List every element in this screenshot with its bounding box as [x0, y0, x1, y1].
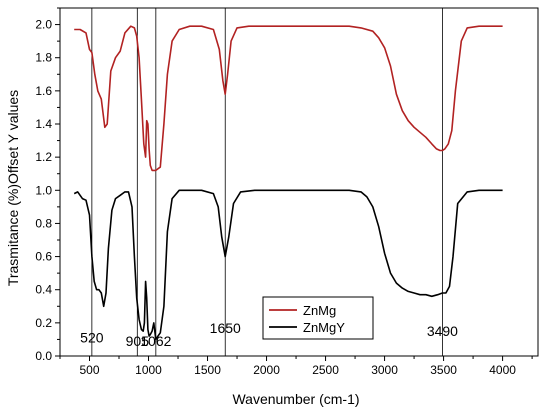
series-line-znmgy [73, 189, 503, 341]
legend-box [262, 296, 374, 340]
peak-annotation: 1062 [140, 333, 171, 349]
y-tick-label: 2.0 [35, 18, 52, 32]
y-axis-label: Trasmitance (%)Offset Y values [5, 90, 21, 286]
series-line-znmg [74, 25, 503, 172]
chart-marks: 500 1000 1500 2000 2500 3000 3500 4000 0.0 0.2 0.4… [35, 7, 539, 377]
x-tick-label: 1000 [135, 363, 162, 377]
plot-frame [59, 7, 539, 357]
y-tick-label: 0.0 [35, 349, 52, 363]
y-tick-label: 0.4 [35, 283, 52, 297]
peak-annotation: 905 [126, 333, 150, 349]
peak-annotation: 520 [80, 330, 104, 346]
y-tick-label: 1.4 [35, 117, 52, 131]
x-tick-label: 2000 [253, 363, 280, 377]
y-tick-label: 1.8 [35, 51, 52, 65]
x-tick-label: 4000 [489, 363, 516, 377]
x-tick-label: 1500 [194, 363, 221, 377]
y-tick-label: 0.8 [35, 216, 52, 230]
x-tick-label: 2500 [312, 363, 339, 377]
x-axis-label: Wavenumber (cm-1) [232, 391, 359, 407]
y-tick-label: 0.6 [35, 250, 52, 264]
x-tick-label: 3500 [430, 363, 457, 377]
peak-annotation: 3490 [427, 323, 458, 339]
peak-annotation: 1650 [210, 320, 241, 336]
legend-label: ZnMgY [303, 320, 345, 335]
y-tick-label: 1.6 [35, 84, 52, 98]
x-tick-label: 3000 [371, 363, 398, 377]
y-tick-label: 1.2 [35, 150, 52, 164]
y-tick-label: 0.2 [35, 316, 52, 330]
x-tick-label: 500 [79, 363, 99, 377]
legend-label: ZnMg [303, 303, 336, 318]
y-tick-label: 1.0 [35, 183, 52, 197]
